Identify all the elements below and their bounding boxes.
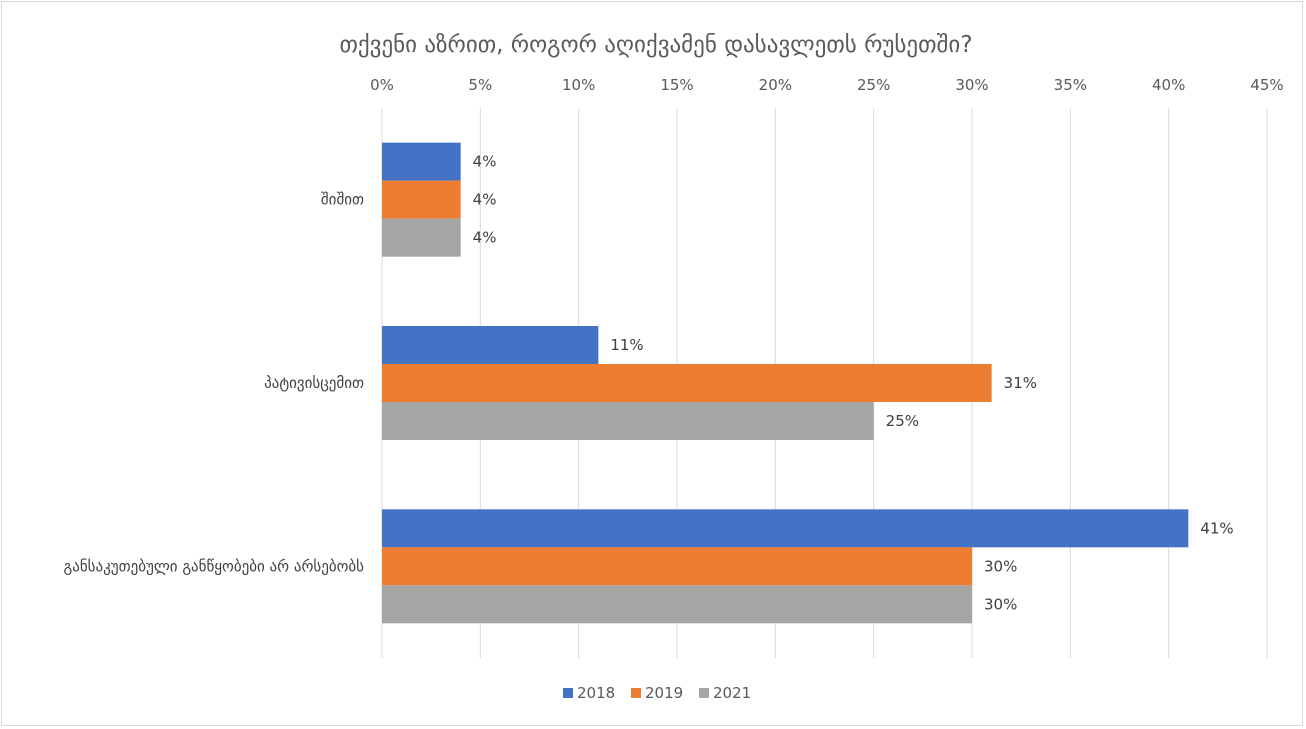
bar-2018-2 xyxy=(382,509,1189,548)
bar-2019-0 xyxy=(382,180,461,219)
bar-2021-0 xyxy=(382,218,461,257)
bars: 4% 4% 4% 11% 31% 25% 41% 30% 30% xyxy=(382,142,1234,624)
category-label-2: განსაკუთებული განწყობები არ არსებობს xyxy=(64,557,365,575)
x-axis-ticks: 0% 5% 10% 15% 20% 25% 30% 35% 40% 45% xyxy=(370,76,1284,94)
data-label-2018-1: 11% xyxy=(610,336,643,354)
legend-label-2019: 2019 xyxy=(645,684,683,702)
category-label-1: პატივისცემით xyxy=(264,374,364,392)
data-label-2019-1: 31% xyxy=(1004,374,1037,392)
tick-label-0: 0% xyxy=(370,76,394,94)
data-label-2021-2: 30% xyxy=(984,595,1017,613)
legend-swatch-2019 xyxy=(631,688,641,698)
bar-2019-2 xyxy=(382,547,972,586)
tick-label-35: 35% xyxy=(1054,76,1087,94)
data-label-2018-2: 41% xyxy=(1200,519,1233,537)
tick-label-20: 20% xyxy=(759,76,792,94)
chart-title: თქვენი აზრით, როგორ აღიქვამენ დასავლეთს … xyxy=(339,32,972,58)
bar-2019-1 xyxy=(382,364,992,402)
legend: 2018 2019 2021 xyxy=(563,684,751,702)
tick-label-25: 25% xyxy=(857,76,890,94)
tick-label-5: 5% xyxy=(468,76,492,94)
data-label-2018-0: 4% xyxy=(473,153,497,171)
legend-swatch-2018 xyxy=(563,688,573,698)
bar-2021-2 xyxy=(382,585,972,624)
legend-label-2021: 2021 xyxy=(713,684,751,702)
tick-label-40: 40% xyxy=(1152,76,1185,94)
tick-label-30: 30% xyxy=(955,76,988,94)
tick-label-10: 10% xyxy=(562,76,595,94)
bar-2018-0 xyxy=(382,142,461,181)
data-label-2021-0: 4% xyxy=(473,229,497,247)
tick-label-45: 45% xyxy=(1250,76,1283,94)
bar-2018-1 xyxy=(382,326,599,364)
data-label-2019-0: 4% xyxy=(473,191,497,209)
legend-label-2018: 2018 xyxy=(577,684,615,702)
category-labels: შიშით პატივისცემით განსაკუთებული განწყობებ… xyxy=(64,191,365,576)
legend-swatch-2021 xyxy=(699,688,709,698)
tick-label-15: 15% xyxy=(660,76,693,94)
data-label-2021-1: 25% xyxy=(886,412,919,430)
data-label-2019-2: 30% xyxy=(984,557,1017,575)
bar-2021-1 xyxy=(382,402,874,440)
category-label-0: შიშით xyxy=(321,191,364,209)
